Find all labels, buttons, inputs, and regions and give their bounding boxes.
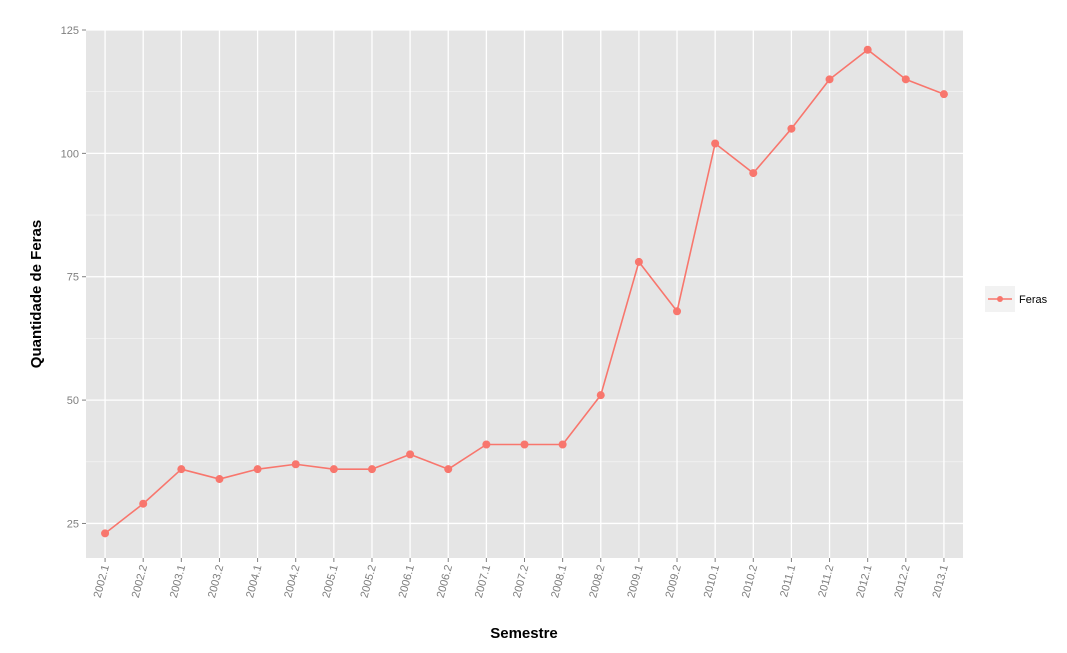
x-tick-label: 2003.1 — [168, 564, 188, 600]
data-point — [139, 499, 148, 508]
data-point — [482, 440, 491, 449]
y-tick-label: 50 — [67, 395, 79, 407]
data-point — [367, 465, 376, 474]
x-tick-label: 2007.1 — [473, 564, 493, 600]
legend: Feras — [985, 286, 1048, 312]
x-tick-label: 2009.2 — [664, 564, 684, 600]
y-tick-label: 100 — [61, 148, 79, 160]
legend-label-feras: Feras — [1019, 294, 1048, 306]
x-tick-label: 2006.1 — [397, 564, 417, 600]
y-axis-title: Quantidade de Feras — [28, 220, 45, 368]
y-tick-label: 25 — [67, 518, 79, 530]
x-tick-label: 2011.1 — [778, 564, 798, 599]
data-point — [596, 391, 605, 400]
x-tick-label: 2011.2 — [816, 564, 836, 599]
x-tick-label: 2008.1 — [549, 564, 569, 600]
x-axis-title: Semestre — [490, 625, 558, 642]
data-point — [329, 465, 338, 474]
x-tick-label: 2007.2 — [511, 564, 531, 600]
data-point — [901, 75, 910, 84]
data-point — [711, 139, 720, 148]
x-tick-label: 2010.1 — [702, 564, 722, 600]
x-tick-label: 2006.2 — [435, 564, 455, 600]
data-point — [101, 529, 110, 538]
x-tick-label: 2008.2 — [587, 564, 607, 600]
data-point — [520, 440, 529, 449]
x-tick-label: 2004.1 — [244, 564, 264, 600]
x-tick-label: 2009.1 — [625, 564, 645, 600]
x-tick-label: 2005.2 — [359, 564, 379, 600]
data-point — [939, 90, 948, 99]
x-tick-label: 2012.2 — [892, 564, 912, 600]
data-point — [177, 465, 186, 474]
data-point — [444, 465, 453, 474]
data-point — [749, 169, 758, 178]
data-point — [215, 475, 224, 484]
y-axis-ticks: 25 50 75 100 125 — [61, 25, 86, 530]
x-axis-ticks: 2002.1 2002.2 2003.1 2003.2 2004.1 2004.2 2005… — [92, 558, 951, 599]
data-point — [253, 465, 262, 474]
data-point — [558, 440, 567, 449]
x-tick-label: 2005.1 — [320, 564, 340, 600]
grid-major — [86, 29, 963, 558]
x-tick-label: 2012.1 — [854, 564, 874, 600]
data-point — [291, 460, 300, 469]
x-tick-label: 2003.2 — [206, 564, 226, 600]
data-point — [863, 45, 872, 54]
series-points — [101, 45, 948, 538]
x-tick-label: 2002.1 — [92, 564, 112, 600]
x-tick-label: 2010.2 — [740, 564, 760, 600]
x-tick-label: 2002.2 — [130, 564, 150, 600]
x-tick-label: 2004.2 — [282, 564, 302, 600]
data-point — [634, 257, 643, 266]
data-point — [673, 307, 682, 316]
y-tick-label: 125 — [61, 25, 79, 37]
legend-key-point — [997, 296, 1003, 302]
y-tick-label: 75 — [67, 272, 79, 284]
data-point — [825, 75, 834, 84]
data-point — [406, 450, 415, 459]
data-point — [787, 124, 796, 133]
x-tick-label: 2013.1 — [931, 564, 951, 600]
